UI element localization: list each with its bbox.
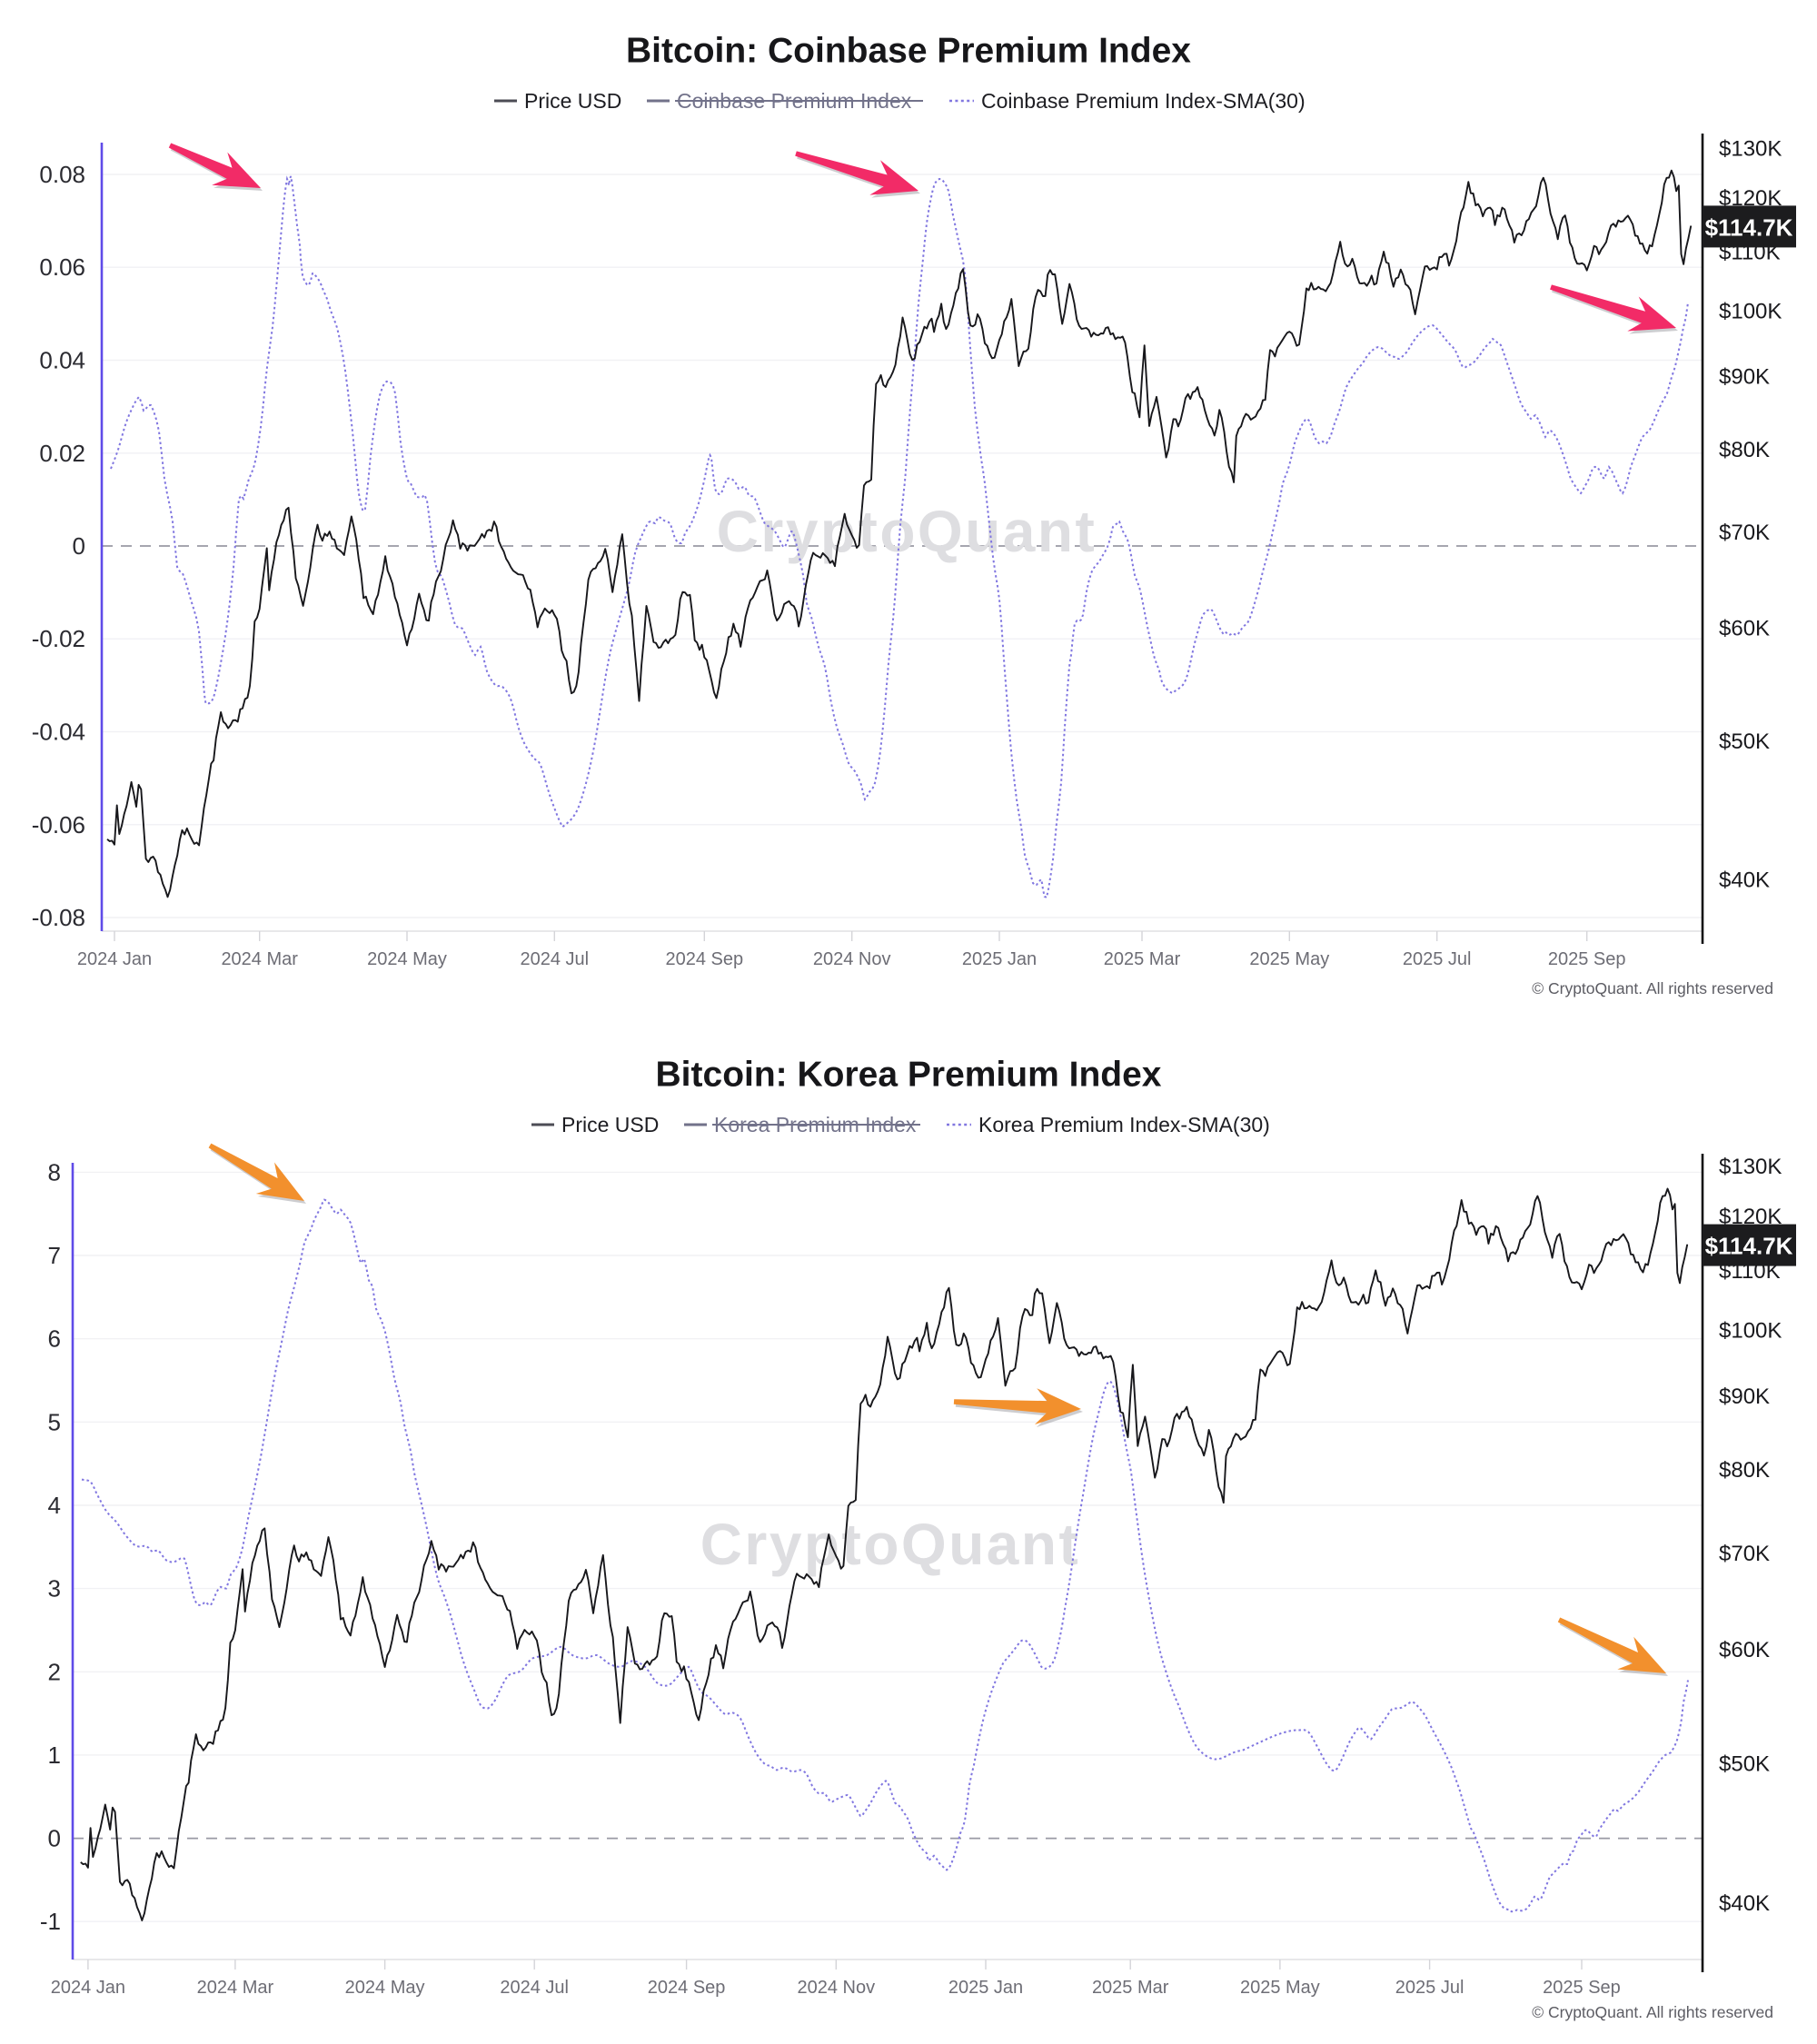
svg-text:8: 8 bbox=[48, 1158, 61, 1186]
svg-text:0.02: 0.02 bbox=[39, 440, 85, 467]
svg-text:2024 May: 2024 May bbox=[367, 949, 447, 969]
svg-text:4: 4 bbox=[48, 1492, 61, 1519]
svg-text:CryptoQuant: CryptoQuant bbox=[717, 499, 1097, 564]
svg-text:0.06: 0.06 bbox=[39, 253, 85, 281]
svg-text:2025 May: 2025 May bbox=[1240, 1978, 1320, 1998]
svg-text:6: 6 bbox=[48, 1325, 61, 1353]
svg-text:$50K: $50K bbox=[1719, 1751, 1770, 1776]
svg-text:0.08: 0.08 bbox=[39, 161, 85, 188]
svg-text:-0.08: -0.08 bbox=[32, 904, 85, 931]
svg-text:2024 Jul: 2024 Jul bbox=[500, 1978, 569, 1998]
svg-text:2025 Mar: 2025 Mar bbox=[1104, 949, 1181, 969]
svg-text:2024 Jan: 2024 Jan bbox=[77, 949, 152, 969]
svg-text:$90K: $90K bbox=[1719, 1384, 1770, 1409]
svg-text:CryptoQuant: CryptoQuant bbox=[700, 1512, 1081, 1577]
svg-text:2025 Jan: 2025 Jan bbox=[962, 949, 1037, 969]
svg-text:$114.7K: $114.7K bbox=[1705, 213, 1793, 241]
svg-text:0: 0 bbox=[73, 532, 85, 560]
svg-text:2024 Nov: 2024 Nov bbox=[813, 949, 891, 969]
svg-text:2024 Mar: 2024 Mar bbox=[197, 1978, 274, 1998]
svg-text:2025 May: 2025 May bbox=[1249, 949, 1329, 969]
svg-text:$80K: $80K bbox=[1719, 1458, 1770, 1483]
svg-text:$114.7K: $114.7K bbox=[1705, 1233, 1793, 1260]
svg-text:$80K: $80K bbox=[1719, 438, 1770, 462]
svg-text:2024 Jan: 2024 Jan bbox=[51, 1978, 125, 1998]
svg-text:Coinbase Premium Index-SMA(30): Coinbase Premium Index-SMA(30) bbox=[981, 89, 1306, 113]
svg-text:2024 Jul: 2024 Jul bbox=[520, 949, 589, 969]
svg-text:2: 2 bbox=[48, 1658, 61, 1685]
svg-text:© CryptoQuant. All rights rese: © CryptoQuant. All rights reserved bbox=[1532, 2003, 1773, 2021]
svg-text:Price USD: Price USD bbox=[524, 89, 621, 113]
svg-text:Bitcoin: Korea Premium Index: Bitcoin: Korea Premium Index bbox=[656, 1056, 1162, 1095]
svg-text:2025 Jul: 2025 Jul bbox=[1395, 1978, 1465, 1998]
svg-text:-0.06: -0.06 bbox=[32, 811, 85, 838]
svg-text:7: 7 bbox=[48, 1242, 61, 1269]
svg-text:2024 Nov: 2024 Nov bbox=[797, 1978, 875, 1998]
svg-text:$90K: $90K bbox=[1719, 365, 1770, 390]
svg-text:$60K: $60K bbox=[1719, 617, 1770, 641]
svg-text:-0.04: -0.04 bbox=[32, 719, 85, 746]
svg-text:Bitcoin: Coinbase Premium Inde: Bitcoin: Coinbase Premium Index bbox=[626, 32, 1191, 71]
svg-text:0.04: 0.04 bbox=[39, 347, 85, 374]
svg-text:2025 Sep: 2025 Sep bbox=[1548, 949, 1626, 969]
svg-text:3: 3 bbox=[48, 1575, 61, 1602]
svg-text:$100K: $100K bbox=[1719, 1319, 1782, 1344]
svg-text:Korea Premium Index-SMA(30): Korea Premium Index-SMA(30) bbox=[978, 1113, 1270, 1136]
svg-text:0: 0 bbox=[48, 1825, 61, 1852]
svg-text:$50K: $50K bbox=[1719, 729, 1770, 754]
svg-text:Price USD: Price USD bbox=[561, 1113, 659, 1136]
svg-text:2025 Mar: 2025 Mar bbox=[1092, 1978, 1169, 1998]
svg-text:$60K: $60K bbox=[1719, 1638, 1770, 1662]
svg-text:$70K: $70K bbox=[1719, 1542, 1770, 1566]
svg-text:2024 Mar: 2024 Mar bbox=[221, 949, 298, 969]
svg-text:2024 May: 2024 May bbox=[345, 1978, 425, 1998]
svg-text:© CryptoQuant. All rights rese: © CryptoQuant. All rights reserved bbox=[1532, 979, 1773, 997]
svg-text:$130K: $130K bbox=[1719, 136, 1782, 161]
svg-text:-1: -1 bbox=[40, 1908, 61, 1935]
svg-text:$100K: $100K bbox=[1719, 300, 1782, 324]
svg-text:$70K: $70K bbox=[1719, 521, 1770, 545]
svg-text:$130K: $130K bbox=[1719, 1155, 1782, 1179]
svg-text:$40K: $40K bbox=[1719, 1891, 1770, 1916]
svg-text:2025 Sep: 2025 Sep bbox=[1543, 1978, 1621, 1998]
svg-text:$40K: $40K bbox=[1719, 868, 1770, 892]
svg-text:2024 Sep: 2024 Sep bbox=[648, 1978, 726, 1998]
svg-text:1: 1 bbox=[48, 1741, 61, 1769]
svg-text:-0.02: -0.02 bbox=[32, 625, 85, 652]
svg-text:2025 Jul: 2025 Jul bbox=[1403, 949, 1472, 969]
svg-text:5: 5 bbox=[48, 1408, 61, 1435]
svg-text:2025 Jan: 2025 Jan bbox=[948, 1978, 1023, 1998]
svg-text:2024 Sep: 2024 Sep bbox=[665, 949, 743, 969]
